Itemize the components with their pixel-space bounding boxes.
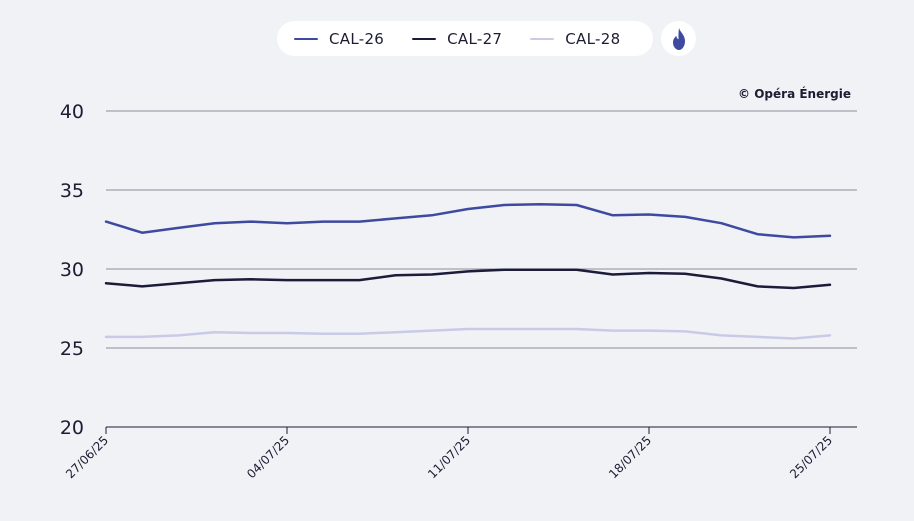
legend-item-cal-28[interactable]: CAL-28 <box>530 30 620 48</box>
legend-item-cal-27[interactable]: CAL-27 <box>412 30 502 48</box>
series-line-cal-28 <box>104 327 832 340</box>
legend-label: CAL-26 <box>329 29 385 48</box>
chart-legend: CAL-26 CAL-27 CAL-28 <box>277 21 653 56</box>
source-credit: © Opéra Énergie <box>738 87 851 101</box>
energy-type-badge[interactable] <box>661 21 696 56</box>
y-tick-label: 30 <box>60 259 84 281</box>
series-line-cal-26 <box>104 202 832 239</box>
legend-label: CAL-27 <box>447 29 503 48</box>
x-tick-label: 11/07/25 <box>425 433 473 481</box>
y-tick-label: 35 <box>60 180 84 202</box>
legend-swatch <box>412 37 437 40</box>
y-tick-label: 40 <box>60 101 84 123</box>
legend-item-cal-26[interactable]: CAL-26 <box>294 30 384 48</box>
legend-swatch <box>530 37 555 40</box>
legend-label: CAL-28 <box>565 29 621 48</box>
series-line-cal-27 <box>104 268 832 290</box>
y-tick-label: 25 <box>60 338 84 360</box>
y-tick-label: 20 <box>60 417 84 439</box>
flame-icon <box>672 27 685 50</box>
x-tick-label: 04/07/25 <box>244 433 292 481</box>
legend-swatch <box>294 37 318 40</box>
x-tick-label: 27/06/25 <box>63 433 111 481</box>
x-tick-label: 18/07/25 <box>606 433 654 481</box>
x-tick-label: 25/07/25 <box>787 433 835 481</box>
